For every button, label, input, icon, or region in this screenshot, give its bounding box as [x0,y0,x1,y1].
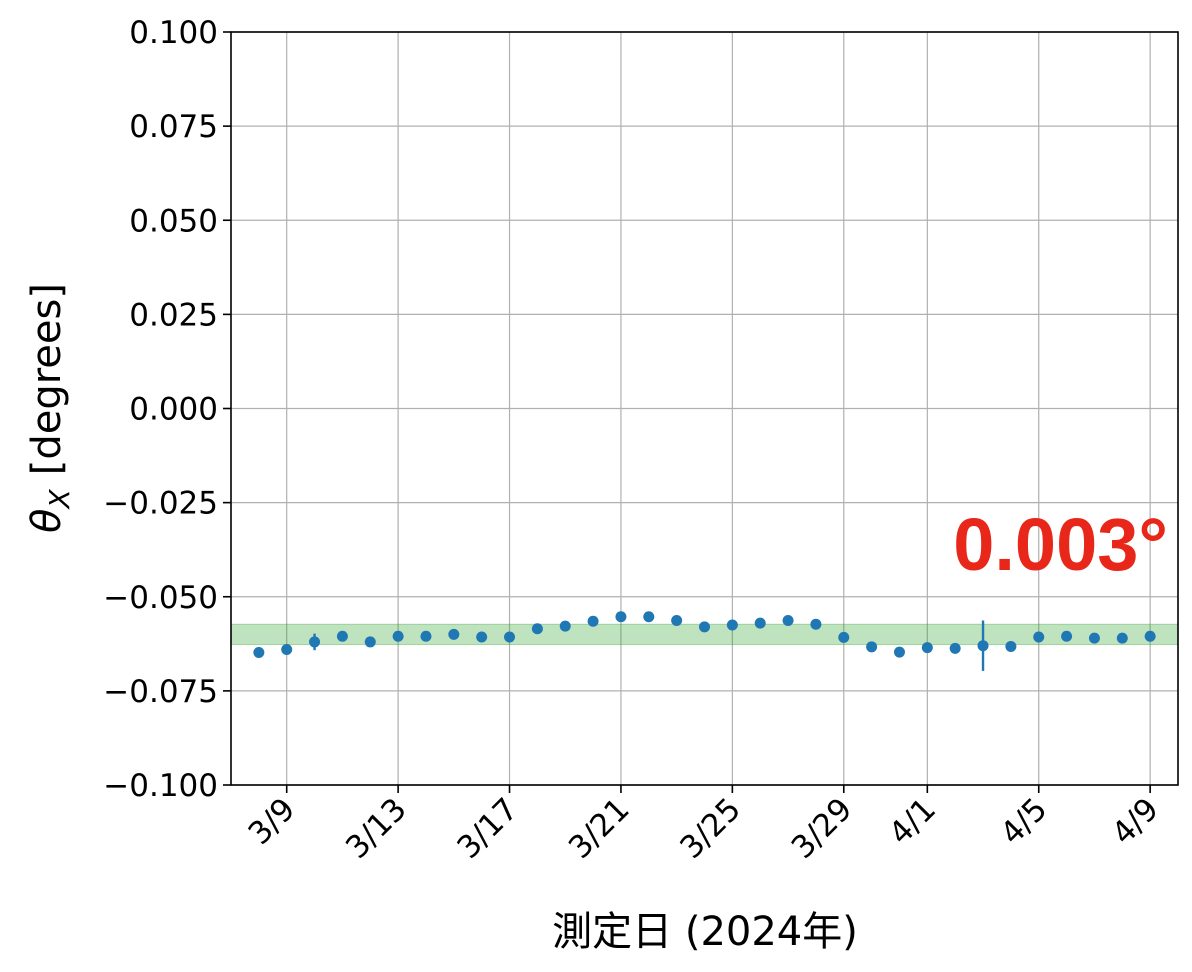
data-point [1088,632,1100,644]
data-point [699,621,710,633]
annotation-label: 0.003° [953,503,1168,586]
data-point [1116,632,1128,644]
data-point [1005,640,1017,652]
data-point [866,641,878,653]
data-point [309,636,321,648]
x-tick-label: 3/29 [785,791,860,866]
data-point [893,646,905,658]
y-tick-label: 0.050 [129,203,218,239]
y-tick-label: 0.000 [129,392,218,428]
data-point [281,643,293,655]
data-point [392,630,404,642]
y-tick-label: 0.025 [129,297,218,333]
data-point [1144,630,1156,642]
data-point [921,642,933,654]
y-tick-label: −0.050 [103,580,218,616]
data-point [364,636,376,648]
y-tick-label: −0.025 [103,486,218,522]
data-point [977,640,989,652]
y-tick-label: 0.100 [129,15,218,51]
x-tick-label: 3/9 [242,791,303,852]
y-tick-label: 0.075 [129,109,218,145]
grid [231,31,1178,786]
y-axis-title: θX [degrees] [24,283,76,533]
data-point [643,611,655,623]
data-point [838,631,850,643]
x-tick-label: 3/21 [562,791,637,866]
data-point [587,615,599,627]
data-point [420,630,432,642]
y-axis-unit: [degrees] [24,283,70,475]
x-axis-title: 測定日 (2024年) [552,909,858,955]
data-layer [253,611,1156,671]
data-point [504,631,516,643]
x-tick-label: 4/1 [882,791,943,852]
y-tick-label: −0.100 [103,768,218,804]
y-axis-subscript: X [43,488,76,510]
x-axis: 3/9 3/13 3/17 3/21 3/25 3/29 4/1 4/5 4/9 [242,785,1166,866]
y-axis: 0.100 0.075 0.050 0.025 0.000 −0.025 −0.050 −0.… [103,15,231,804]
data-point [253,646,265,658]
data-point [671,614,683,626]
data-point [615,611,627,623]
x-tick-label: 3/25 [673,791,748,866]
x-tick-label: 3/17 [450,791,525,866]
data-point [531,623,543,635]
data-point [1061,630,1073,642]
data-point [726,619,738,631]
data-point [336,630,348,642]
data-point [810,618,822,630]
data-point [1033,631,1045,643]
x-tick-label: 4/9 [1105,791,1166,852]
x-tick-label: 4/5 [994,791,1055,852]
data-point [448,628,460,640]
data-point [476,631,488,643]
data-point [559,620,571,632]
y-axis-symbol: θ [24,508,70,532]
y-tick-label: −0.075 [103,674,218,710]
x-tick-label: 3/13 [339,791,414,866]
data-point [754,617,766,629]
data-point [949,642,961,654]
data-point [782,614,794,626]
